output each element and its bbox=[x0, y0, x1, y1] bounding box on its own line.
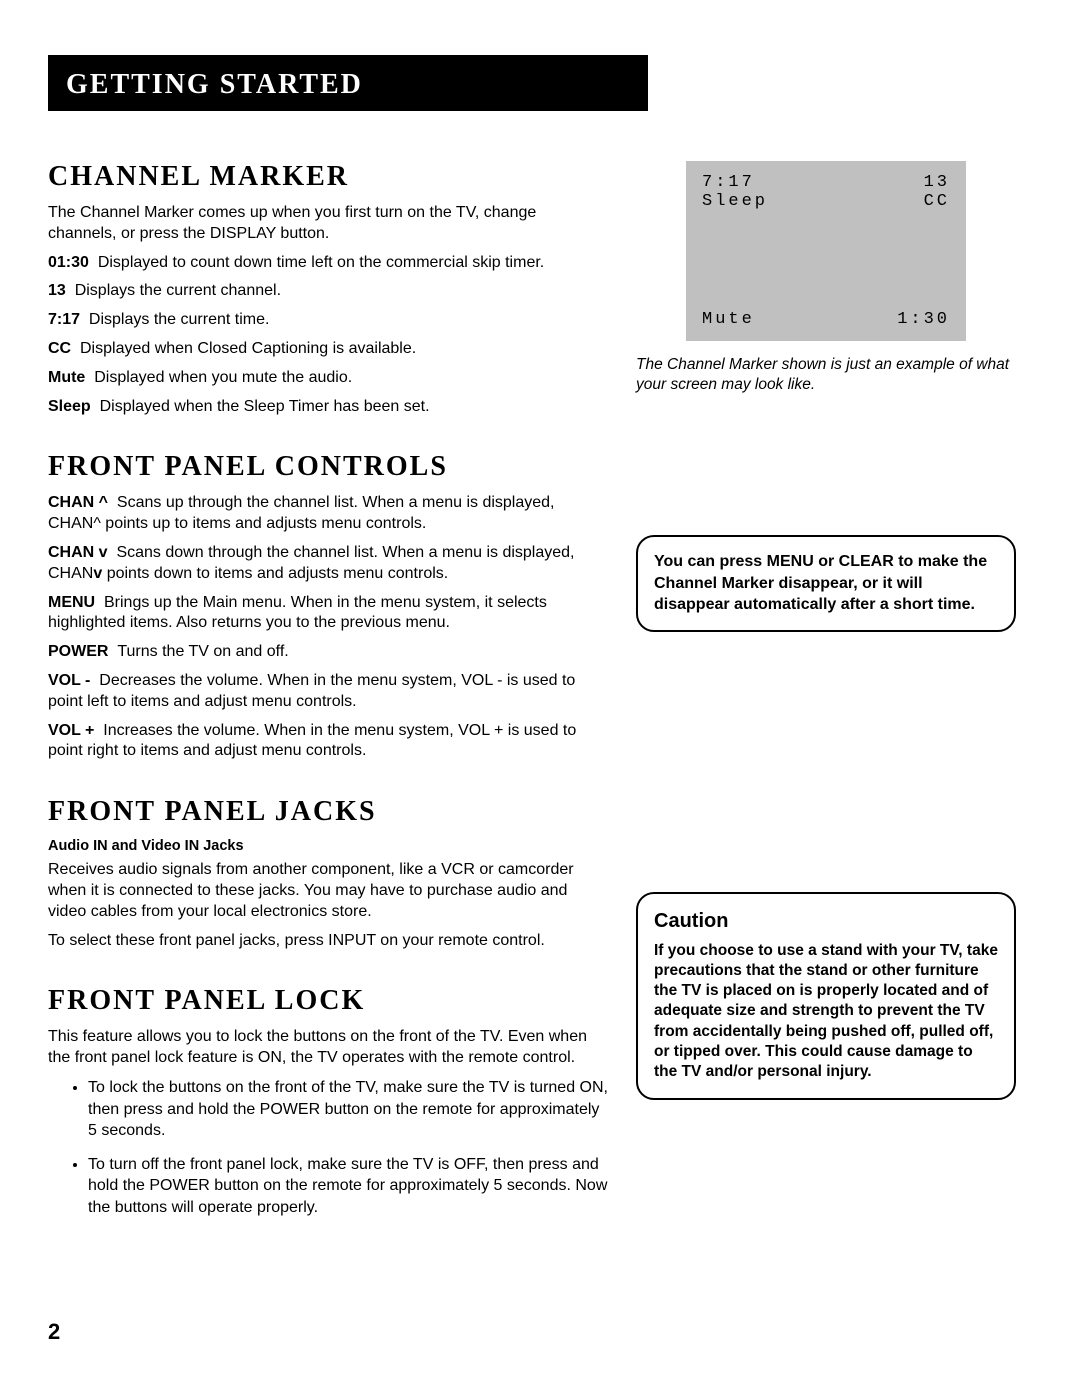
screen-channel: 13 bbox=[924, 173, 950, 192]
cm-item-4: Mute Displayed when you mute the audio. bbox=[48, 368, 608, 389]
fc-term: VOL + bbox=[48, 722, 94, 739]
fc-term: CHAN ^ bbox=[48, 494, 108, 511]
cm-term: 01:30 bbox=[48, 254, 89, 271]
fc-item-0: CHAN ^ Scans up through the channel list… bbox=[48, 493, 608, 535]
front-jacks-title: Front Panel Jacks bbox=[48, 796, 608, 828]
front-lock-intro: This feature allows you to lock the butt… bbox=[48, 1027, 608, 1069]
fc-item-1: CHAN v Scans down through the channel li… bbox=[48, 543, 608, 585]
caution-title: Caution bbox=[654, 910, 998, 933]
fc-bold-mid: v bbox=[93, 565, 102, 582]
screen-caption: The Channel Marker shown is just an exam… bbox=[636, 355, 1016, 395]
tv-screen-example: 7:17 13 Sleep CC Mute 1:30 bbox=[686, 161, 966, 341]
page-content: Channel Marker The Channel Marker comes … bbox=[48, 161, 1032, 1252]
front-jacks-subhead: Audio IN and Video IN Jacks bbox=[48, 838, 608, 854]
cm-term: CC bbox=[48, 340, 71, 357]
screen-time: 7:17 bbox=[702, 173, 755, 192]
cm-item-2: 7:17 Displays the current time. bbox=[48, 310, 608, 331]
screen-timer: 1:30 bbox=[897, 310, 950, 329]
cm-def: Displayed when the Sleep Timer has been … bbox=[100, 398, 430, 415]
section-channel-marker: Channel Marker The Channel Marker comes … bbox=[48, 161, 608, 417]
fc-term: VOL - bbox=[48, 672, 90, 689]
cm-item-5: Sleep Displayed when the Sleep Timer has… bbox=[48, 397, 608, 418]
front-lock-bullets: To lock the buttons on the front of the … bbox=[48, 1077, 608, 1219]
list-item: To turn off the front panel lock, make s… bbox=[88, 1154, 608, 1219]
front-jacks-p2: To select these front panel jacks, press… bbox=[48, 931, 608, 952]
fc-def: Decreases the volume. When in the menu s… bbox=[48, 672, 575, 710]
fc-def: Brings up the Main menu. When in the men… bbox=[48, 594, 547, 632]
cm-def: Displays the current time. bbox=[89, 311, 270, 328]
cm-item-0: 01:30 Displayed to count down time left … bbox=[48, 253, 608, 274]
fc-def: Turns the TV on and off. bbox=[117, 643, 288, 660]
right-column: 7:17 13 Sleep CC Mute 1:30 The Channel M… bbox=[636, 161, 1016, 1252]
screen-sleep: Sleep bbox=[702, 192, 768, 211]
page-number: 2 bbox=[48, 1319, 60, 1345]
list-item: To lock the buttons on the front of the … bbox=[88, 1077, 608, 1142]
cm-def: Displayed when you mute the audio. bbox=[94, 369, 352, 386]
cm-def: Displays the current channel. bbox=[75, 282, 281, 299]
screen-mute: Mute bbox=[702, 310, 755, 329]
screen-row-1: 7:17 13 bbox=[702, 173, 950, 192]
fc-item-3: POWER Turns the TV on and off. bbox=[48, 642, 608, 663]
fc-item-4: VOL - Decreases the volume. When in the … bbox=[48, 671, 608, 713]
section-front-lock: Front Panel Lock This feature allows you… bbox=[48, 985, 608, 1218]
fc-term: POWER bbox=[48, 643, 108, 660]
channel-marker-intro: The Channel Marker comes up when you fir… bbox=[48, 203, 608, 245]
cm-def: Displayed to count down time left on the… bbox=[98, 254, 544, 271]
section-front-controls: Front Panel Controls CHAN ^ Scans up thr… bbox=[48, 451, 608, 762]
caution-box: Caution If you choose to use a stand wit… bbox=[636, 892, 1016, 1100]
channel-marker-title: Channel Marker bbox=[48, 161, 608, 193]
fc-def-post: points down to items and adjusts menu co… bbox=[102, 565, 448, 582]
note-box: You can press MENU or CLEAR to make the … bbox=[636, 535, 1016, 632]
cm-def: Displayed when Closed Captioning is avai… bbox=[80, 340, 416, 357]
fc-term: MENU bbox=[48, 594, 95, 611]
front-jacks-p1: Receives audio signals from another comp… bbox=[48, 860, 608, 922]
cm-term: Sleep bbox=[48, 398, 91, 415]
fc-item-2: MENU Brings up the Main menu. When in th… bbox=[48, 593, 608, 635]
cm-term: 7:17 bbox=[48, 311, 80, 328]
fc-def: Increases the volume. When in the menu s… bbox=[48, 722, 576, 760]
caution-body: If you choose to use a stand with your T… bbox=[654, 941, 998, 1082]
screen-cc: CC bbox=[924, 192, 950, 211]
page-header: Getting Started bbox=[48, 55, 648, 111]
left-column: Channel Marker The Channel Marker comes … bbox=[48, 161, 608, 1252]
fc-item-5: VOL + Increases the volume. When in the … bbox=[48, 721, 608, 763]
fc-def: Scans up through the channel list. When … bbox=[48, 494, 555, 532]
section-front-jacks: Front Panel Jacks Audio IN and Video IN … bbox=[48, 796, 608, 951]
cm-term: 13 bbox=[48, 282, 66, 299]
front-lock-title: Front Panel Lock bbox=[48, 985, 608, 1017]
screen-row-2: Sleep CC bbox=[702, 192, 950, 211]
cm-item-1: 13 Displays the current channel. bbox=[48, 281, 608, 302]
screen-row-bottom: Mute 1:30 bbox=[702, 310, 950, 329]
cm-term: Mute bbox=[48, 369, 85, 386]
front-controls-title: Front Panel Controls bbox=[48, 451, 608, 483]
cm-item-3: CC Displayed when Closed Captioning is a… bbox=[48, 339, 608, 360]
fc-term: CHAN v bbox=[48, 544, 108, 561]
